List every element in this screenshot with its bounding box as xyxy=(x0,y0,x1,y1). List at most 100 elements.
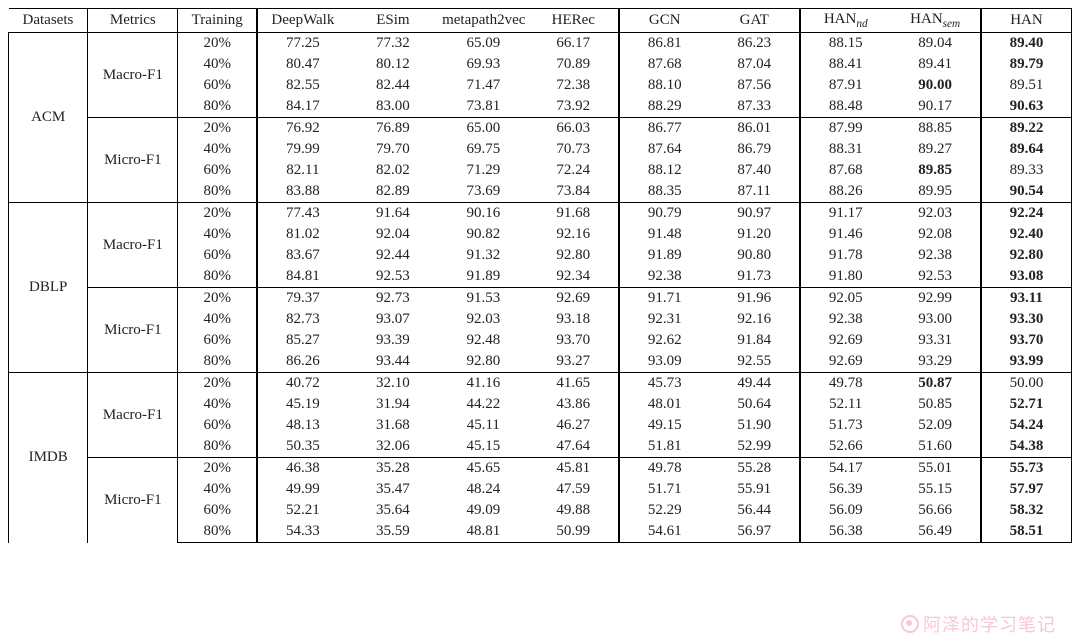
training-cell: 40% xyxy=(178,394,257,415)
value-cell: 82.89 xyxy=(348,181,438,203)
value-cell: 89.64 xyxy=(981,139,1072,160)
value-cell: 93.11 xyxy=(981,288,1072,310)
value-cell: 56.38 xyxy=(800,521,890,543)
value-cell: 84.81 xyxy=(257,266,347,288)
value-cell: 70.73 xyxy=(529,139,619,160)
value-cell: 90.97 xyxy=(710,203,800,225)
training-cell: 20% xyxy=(178,203,257,225)
table-row: Micro-F120%76.9276.8965.0066.0386.7786.0… xyxy=(9,118,1072,140)
value-cell: 52.21 xyxy=(257,500,347,521)
training-cell: 20% xyxy=(178,458,257,480)
value-cell: 46.38 xyxy=(257,458,347,480)
value-cell: 92.99 xyxy=(890,288,980,310)
value-cell: 45.73 xyxy=(619,373,709,395)
value-cell: 92.55 xyxy=(710,351,800,373)
col-han: HAN xyxy=(981,9,1072,33)
value-cell: 93.18 xyxy=(529,309,619,330)
value-cell: 54.17 xyxy=(800,458,890,480)
sub-nd: nd xyxy=(856,18,867,30)
value-cell: 50.99 xyxy=(529,521,619,543)
value-cell: 91.64 xyxy=(348,203,438,225)
value-cell: 93.70 xyxy=(529,330,619,351)
training-cell: 60% xyxy=(178,415,257,436)
value-cell: 66.17 xyxy=(529,33,619,55)
value-cell: 56.66 xyxy=(890,500,980,521)
value-cell: 87.64 xyxy=(619,139,709,160)
value-cell: 92.24 xyxy=(981,203,1072,225)
value-cell: 51.81 xyxy=(619,436,709,458)
value-cell: 48.01 xyxy=(619,394,709,415)
training-cell: 80% xyxy=(178,436,257,458)
value-cell: 54.33 xyxy=(257,521,347,543)
value-cell: 58.51 xyxy=(981,521,1072,543)
value-cell: 90.16 xyxy=(438,203,528,225)
value-cell: 90.54 xyxy=(981,181,1072,203)
value-cell: 93.08 xyxy=(981,266,1072,288)
value-cell: 77.25 xyxy=(257,33,347,55)
table-head: Datasets Metrics Training DeepWalk ESim … xyxy=(9,9,1072,33)
value-cell: 87.68 xyxy=(800,160,890,181)
value-cell: 65.00 xyxy=(438,118,528,140)
sub-sem: sem xyxy=(943,18,961,30)
value-cell: 88.48 xyxy=(800,96,890,118)
value-cell: 90.17 xyxy=(890,96,980,118)
value-cell: 86.26 xyxy=(257,351,347,373)
value-cell: 92.34 xyxy=(529,266,619,288)
value-cell: 73.84 xyxy=(529,181,619,203)
value-cell: 92.69 xyxy=(800,330,890,351)
results-table: Datasets Metrics Training DeepWalk ESim … xyxy=(8,8,1072,543)
value-cell: 50.87 xyxy=(890,373,980,395)
value-cell: 90.82 xyxy=(438,224,528,245)
value-cell: 88.31 xyxy=(800,139,890,160)
col-esim: ESim xyxy=(348,9,438,33)
value-cell: 79.37 xyxy=(257,288,347,310)
col-herec: HERec xyxy=(529,9,619,33)
value-cell: 56.97 xyxy=(710,521,800,543)
value-cell: 91.73 xyxy=(710,266,800,288)
value-cell: 93.07 xyxy=(348,309,438,330)
value-cell: 70.89 xyxy=(529,54,619,75)
value-cell: 93.09 xyxy=(619,351,709,373)
value-cell: 56.49 xyxy=(890,521,980,543)
col-deepwalk: DeepWalk xyxy=(257,9,347,33)
metric-cell: Micro-F1 xyxy=(88,288,178,373)
value-cell: 41.16 xyxy=(438,373,528,395)
value-cell: 32.10 xyxy=(348,373,438,395)
value-cell: 81.02 xyxy=(257,224,347,245)
training-cell: 20% xyxy=(178,118,257,140)
dataset-cell: ACM xyxy=(9,33,88,203)
value-cell: 92.03 xyxy=(438,309,528,330)
value-cell: 92.80 xyxy=(981,245,1072,266)
training-cell: 80% xyxy=(178,181,257,203)
value-cell: 87.56 xyxy=(710,75,800,96)
metric-cell: Micro-F1 xyxy=(88,458,178,543)
value-cell: 52.66 xyxy=(800,436,890,458)
value-cell: 89.41 xyxy=(890,54,980,75)
value-cell: 52.29 xyxy=(619,500,709,521)
value-cell: 92.38 xyxy=(890,245,980,266)
value-cell: 71.47 xyxy=(438,75,528,96)
value-cell: 92.05 xyxy=(800,288,890,310)
value-cell: 73.69 xyxy=(438,181,528,203)
value-cell: 90.63 xyxy=(981,96,1072,118)
value-cell: 91.32 xyxy=(438,245,528,266)
value-cell: 72.38 xyxy=(529,75,619,96)
value-cell: 92.53 xyxy=(348,266,438,288)
value-cell: 51.71 xyxy=(619,479,709,500)
metric-cell: Macro-F1 xyxy=(88,373,178,458)
value-cell: 93.44 xyxy=(348,351,438,373)
value-cell: 88.12 xyxy=(619,160,709,181)
value-cell: 87.99 xyxy=(800,118,890,140)
value-cell: 88.85 xyxy=(890,118,980,140)
value-cell: 55.73 xyxy=(981,458,1072,480)
value-cell: 35.64 xyxy=(348,500,438,521)
value-cell: 92.69 xyxy=(529,288,619,310)
value-cell: 92.38 xyxy=(619,266,709,288)
value-cell: 48.24 xyxy=(438,479,528,500)
value-cell: 86.01 xyxy=(710,118,800,140)
training-cell: 20% xyxy=(178,373,257,395)
training-cell: 80% xyxy=(178,96,257,118)
value-cell: 57.97 xyxy=(981,479,1072,500)
value-cell: 76.92 xyxy=(257,118,347,140)
value-cell: 43.86 xyxy=(529,394,619,415)
